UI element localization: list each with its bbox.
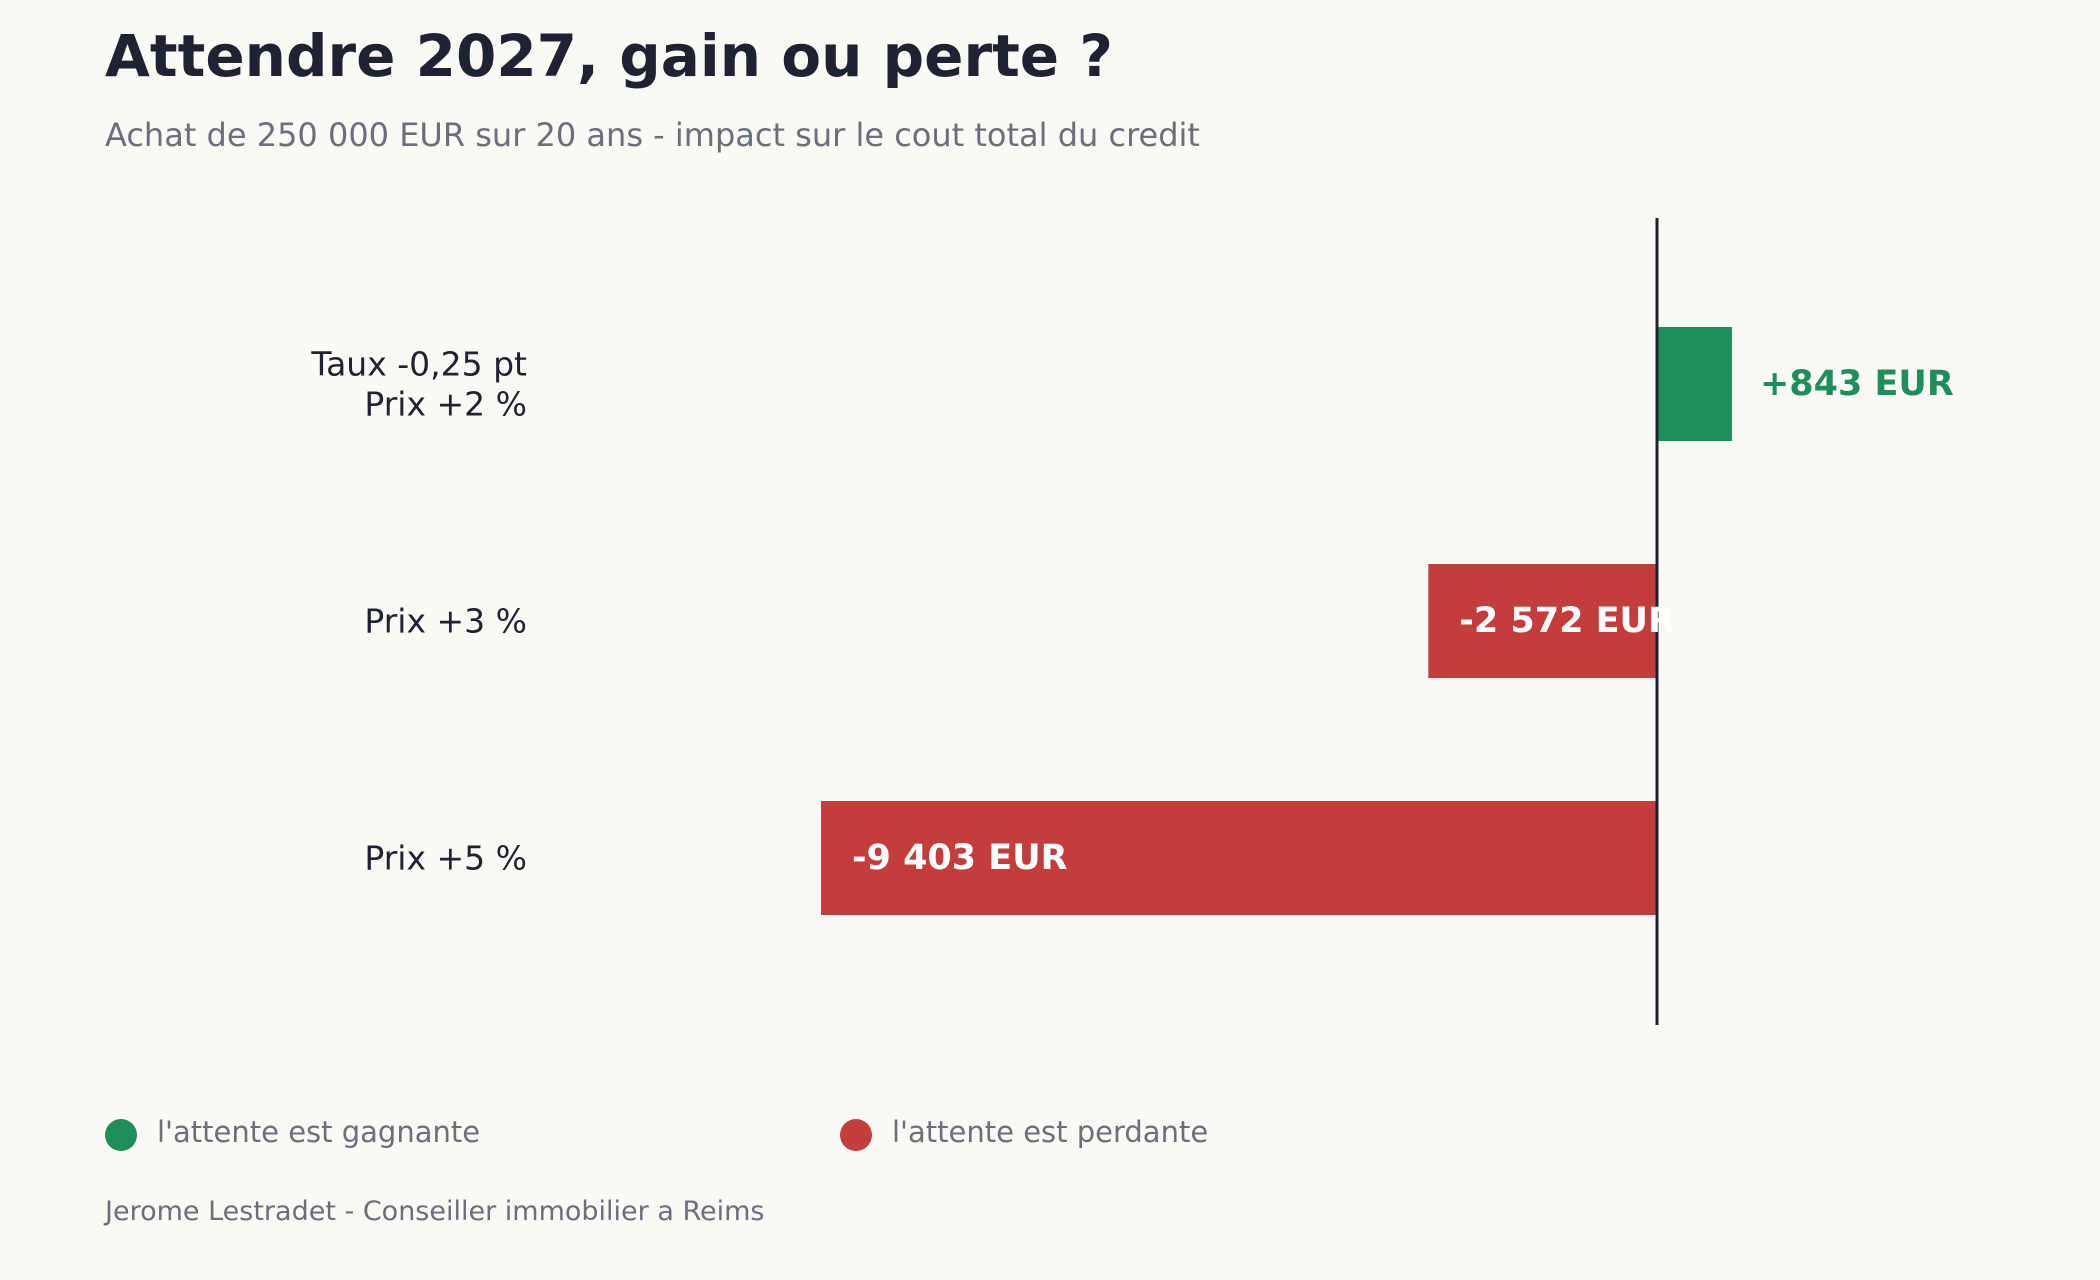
data-label-1: +843 EUR [1760,364,1954,404]
bar-3 [821,801,1657,915]
category-label-1: Taux -0,25 pt Prix +2 % [310,345,527,424]
legend-label-negative: l'attente est perdante [892,1115,1209,1149]
footer-credit: Jerome Lestradet - Conseiller immobilier… [105,1196,765,1227]
legend-label-positive: l'attente est gagnante [157,1115,481,1149]
legend-dot-negative [840,1119,872,1151]
legend-item-negative: l'attente est perdante [840,1113,1208,1151]
bar-chart: +843 EUR Taux -0,25 pt Prix +2 % -2 572 EUR… [310,218,1954,1025]
legend-item-positive: l'attente est gagnante [105,1113,480,1151]
bar-2 [1428,564,1657,678]
data-label-3: -9 403 EUR [852,838,1068,878]
legend-dot-positive [105,1119,137,1151]
chart-title: Attendre 2027, gain ou perte ? [105,22,1113,90]
category-label-3-line-1: Prix +5 % [364,839,527,878]
chart-subtitle: Achat de 250 000 EUR sur 20 ans - impact… [105,116,1200,154]
category-label-2: Prix +3 % [364,602,527,641]
category-label-1-line-1: Taux -0,25 pt [310,345,527,384]
data-label-2: -2 572 EUR [1459,601,1675,641]
category-label-1-line-2: Prix +2 % [364,385,527,424]
category-label-2-line-1: Prix +3 % [364,602,527,641]
labels-layer: +843 EUR Taux -0,25 pt Prix +2 % -2 572 EUR… [310,345,1953,879]
category-label-3: Prix +5 % [364,839,527,878]
bar-1 [1657,327,1732,441]
bars-layer [821,327,1732,915]
